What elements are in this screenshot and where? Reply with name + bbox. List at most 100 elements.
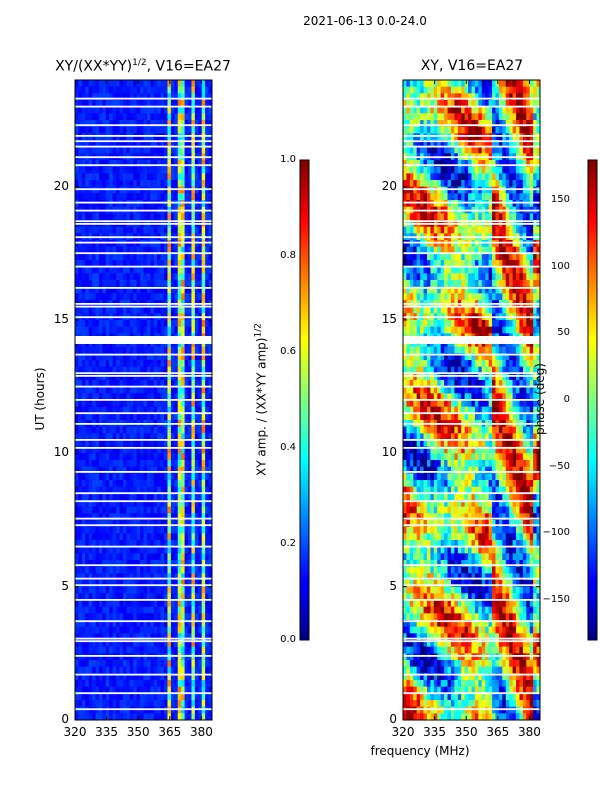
phase-cell bbox=[433, 240, 438, 248]
amp-cell bbox=[109, 693, 114, 701]
phase-cell bbox=[474, 86, 479, 94]
amp-cell bbox=[160, 106, 165, 114]
amp-cell bbox=[102, 506, 107, 514]
amp-cell bbox=[181, 713, 185, 720]
amp-cell bbox=[153, 473, 158, 481]
phase-cell bbox=[468, 193, 472, 201]
phase-cell bbox=[478, 226, 483, 234]
amp-cell bbox=[126, 466, 131, 474]
amp-cell bbox=[143, 86, 148, 94]
amp-cell bbox=[201, 640, 206, 648]
amp-cell bbox=[88, 380, 93, 388]
phase-cell bbox=[437, 173, 442, 181]
phase-cell bbox=[474, 260, 479, 268]
amp-cell bbox=[164, 500, 168, 508]
amp-cell bbox=[105, 553, 110, 561]
amp-cell bbox=[177, 586, 182, 594]
amp-cell bbox=[146, 166, 151, 174]
amp-cell bbox=[95, 593, 100, 601]
amp-cell bbox=[164, 653, 168, 661]
amp-cell bbox=[81, 586, 86, 594]
amp-cell bbox=[160, 120, 165, 128]
phase-cell bbox=[481, 113, 486, 121]
phase-cell bbox=[461, 240, 466, 248]
amp-cell bbox=[140, 306, 144, 314]
amp-cell bbox=[88, 446, 93, 454]
amp-cell bbox=[109, 160, 114, 168]
amp-cell bbox=[184, 200, 189, 208]
amp-cell bbox=[170, 533, 175, 541]
amp-cell bbox=[126, 680, 131, 688]
amp-cell bbox=[208, 653, 212, 661]
amp-cell bbox=[160, 426, 165, 434]
amp-cell bbox=[208, 620, 212, 628]
amp-cell bbox=[177, 560, 182, 568]
amp-cell bbox=[98, 580, 103, 588]
amp-cell bbox=[98, 473, 103, 481]
amp-cell bbox=[122, 186, 127, 194]
amp-cell bbox=[188, 646, 192, 654]
amp-cell bbox=[109, 193, 114, 201]
amp-cell bbox=[198, 120, 203, 128]
amp-cell bbox=[109, 620, 114, 628]
amp-cell bbox=[157, 366, 162, 374]
phase-cell bbox=[403, 246, 407, 254]
amp-cell bbox=[146, 700, 151, 708]
amp-cell bbox=[208, 693, 212, 701]
phase-cell bbox=[430, 200, 435, 208]
amp-cell bbox=[191, 320, 196, 328]
phase-cell bbox=[454, 240, 459, 248]
amp-cell bbox=[205, 80, 209, 88]
amp-cell bbox=[184, 446, 189, 454]
amp-cell bbox=[105, 140, 110, 148]
amp-cell bbox=[167, 553, 172, 561]
amp-cell bbox=[119, 400, 124, 408]
amp-cell bbox=[98, 266, 103, 274]
amp-cell bbox=[194, 506, 199, 514]
amp-cell bbox=[85, 366, 90, 374]
amp-cell bbox=[177, 546, 182, 554]
amp-cell bbox=[109, 260, 114, 268]
amp-cell bbox=[177, 80, 182, 88]
amp-cell bbox=[112, 573, 117, 581]
amp-cell bbox=[109, 526, 114, 534]
amp-cell bbox=[143, 413, 148, 421]
amp-cell bbox=[98, 240, 103, 248]
amp-cell bbox=[109, 413, 114, 421]
phase-cell bbox=[522, 240, 527, 248]
amp-cell bbox=[122, 546, 127, 554]
amp-cell bbox=[143, 573, 148, 581]
amp-cell bbox=[153, 120, 158, 128]
amp-cell bbox=[126, 686, 131, 694]
amp-cell bbox=[129, 426, 134, 434]
amp-cell bbox=[116, 706, 120, 714]
phase-cell bbox=[450, 213, 455, 221]
phase-cell bbox=[526, 86, 531, 94]
amp-cell bbox=[177, 406, 182, 414]
amp-cell bbox=[201, 413, 206, 421]
phase-cell bbox=[430, 140, 435, 148]
amp-cell bbox=[116, 240, 120, 248]
amp-cell bbox=[194, 306, 199, 314]
amp-cell bbox=[78, 140, 83, 148]
amp-cell bbox=[119, 346, 124, 354]
amp-cell bbox=[81, 373, 86, 381]
amp-cell bbox=[198, 273, 203, 281]
amp-cell bbox=[143, 306, 148, 314]
amp-cell bbox=[194, 440, 199, 448]
phase-cell bbox=[509, 173, 513, 181]
amp-cell bbox=[98, 573, 103, 581]
amp-cell bbox=[105, 633, 110, 641]
amp-cell bbox=[208, 546, 212, 554]
phase-cell bbox=[440, 126, 445, 134]
amp-cell bbox=[205, 266, 209, 274]
amp-cell bbox=[205, 166, 209, 174]
amp-cell bbox=[75, 620, 79, 628]
amp-cell bbox=[109, 320, 114, 328]
amp-cell bbox=[157, 166, 162, 174]
amp-cell bbox=[140, 426, 144, 434]
phase-cell bbox=[485, 166, 490, 174]
phase-cell bbox=[529, 86, 534, 94]
amp-cell bbox=[133, 433, 138, 441]
phase-cell bbox=[406, 86, 411, 94]
